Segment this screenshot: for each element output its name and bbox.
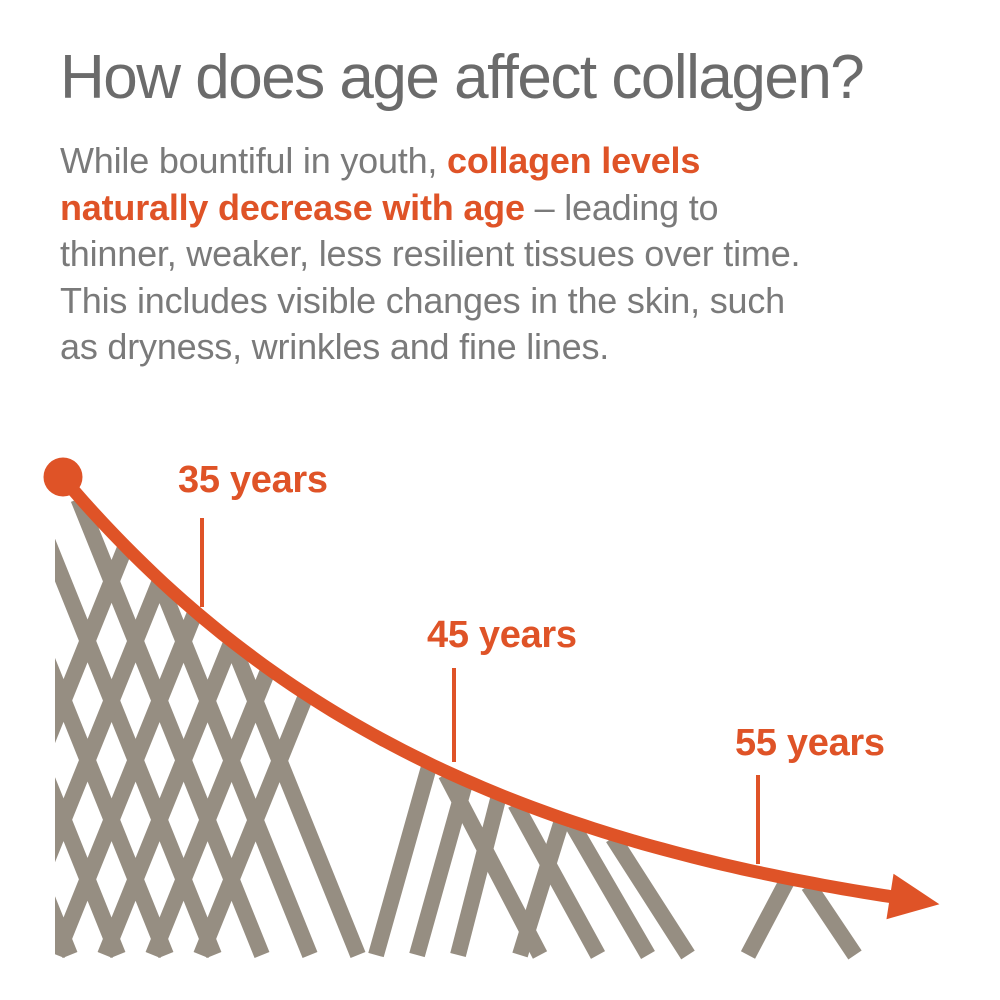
intro-line: naturally decrease with age – leading to <box>60 185 800 232</box>
intro-emphasis-text: collagen levels <box>447 140 701 181</box>
fiber-line <box>193 693 313 959</box>
curve-start-dot <box>43 457 83 497</box>
fiber-mesh <box>55 495 862 960</box>
intro-text: This includes visible changes in the ski… <box>60 279 785 321</box>
age-marker-label-55: 55 years <box>735 722 885 764</box>
intro-line: as dryness, wrinkles and fine lines. <box>60 324 800 371</box>
page-title: How does age affect collagen? <box>60 43 865 112</box>
fiber-line <box>368 764 437 958</box>
fiber-line <box>438 770 548 959</box>
intro-text: – leading to <box>524 186 719 228</box>
fiber-line <box>565 820 655 960</box>
intro-line: thinner, weaker, less resilient tissues … <box>60 231 801 278</box>
age-marker-label-45: 45 years <box>427 614 577 656</box>
fiber-line <box>55 610 203 958</box>
intro-text: as dryness, wrinkles and fine lines. <box>60 326 610 367</box>
intro-line: While bountiful in youth, collagen level… <box>60 138 800 185</box>
fiber-cluster-age-45-medium <box>368 764 695 960</box>
fiber-line <box>55 579 167 863</box>
fiber-line <box>740 877 794 959</box>
fiber-cluster-age-35-dense <box>55 495 366 959</box>
intro-text: thinner, weaker, less resilient tissues … <box>60 233 801 274</box>
fiber-line <box>55 545 133 744</box>
fiber-line <box>606 833 695 960</box>
intro-text: While bountiful in youth, <box>60 140 448 181</box>
age-marker-label-35: 35 years <box>178 459 328 501</box>
decline-curve <box>56 471 897 903</box>
arrowhead-icon <box>886 873 940 920</box>
fiber-line <box>450 795 507 957</box>
fiber-line <box>508 800 606 959</box>
fiber-line <box>145 668 276 958</box>
intro-paragraph: While bountiful in youth, collagen level… <box>60 138 801 371</box>
fiber-line <box>801 880 862 960</box>
intro-emphasis-text: naturally decrease with age <box>60 186 525 228</box>
fiber-cluster-age-55-sparse <box>740 877 862 960</box>
intro-line: This includes visible changes in the ski… <box>60 278 800 325</box>
fiber-line <box>97 640 239 958</box>
